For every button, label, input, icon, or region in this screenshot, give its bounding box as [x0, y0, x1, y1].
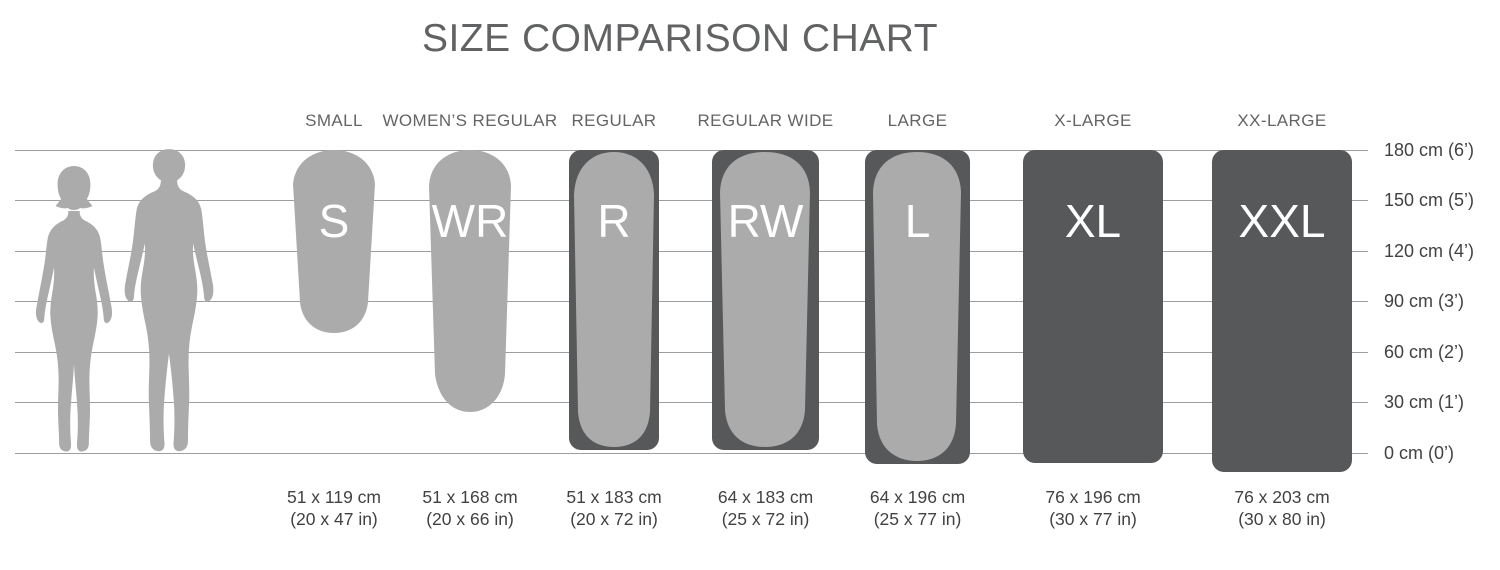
column-header: X-LARGE [1054, 111, 1132, 130]
size-dimensions: 76 x 196 cm (30 x 77 in) [1045, 486, 1140, 530]
axis-label-0cm: 0 cm (0’) [1384, 443, 1455, 463]
size-dimensions: 51 x 119 cm (20 x 47 in) [287, 486, 381, 530]
pad-rectangle [1023, 150, 1163, 463]
axis-label-60cm: 60 cm (2’) [1384, 342, 1465, 362]
size-column-small: SMALL S 51 x 119 cm (20 x 47 in) [287, 0, 381, 570]
size-dimensions: 51 x 183 cm (20 x 72 in) [566, 486, 661, 530]
gridline-180cm [15, 150, 1368, 151]
gridline-60cm [15, 352, 1368, 353]
dimensions-cm: 76 x 196 cm [1045, 487, 1141, 507]
size-column-regular: REGULAR R 51 x 183 cm (20 x 72 in) [566, 0, 661, 570]
dimensions-cm: 64 x 196 cm [869, 487, 966, 507]
size-column-womens-regular: WOMEN’S REGULAR WR 51 x 168 cm (20 x 66 … [382, 0, 557, 570]
dimensions-cm: 51 x 183 cm [566, 487, 662, 507]
sleeping-pad-shape-womens-regular: WR [426, 150, 514, 412]
size-column-large: LARGE L 64 x 196 cm (25 x 77 in) [865, 0, 970, 570]
size-abbreviation: RW [727, 195, 804, 247]
sleeping-pad-shape-regular-wide: RW [712, 150, 819, 450]
size-abbreviation: XL [1064, 195, 1122, 247]
size-dimensions: 64 x 183 cm (25 x 72 in) [718, 486, 813, 530]
column-header: REGULAR [571, 111, 657, 130]
axis-label-30cm: 30 cm (1’) [1384, 392, 1465, 412]
size-abbreviation: L [904, 195, 931, 247]
man-silhouette [123, 147, 215, 459]
sleeping-pad-shape-large: L [865, 150, 970, 464]
dimensions-cm: 51 x 119 cm [286, 487, 382, 507]
size-abbreviation: S [318, 195, 350, 247]
axis-label-150cm: 150 cm (5’) [1384, 190, 1475, 210]
sleeping-pad-shape-regular: R [569, 150, 659, 450]
dimensions-in: (30 x 77 in) [1049, 509, 1137, 529]
axis-label-90cm: 90 cm (3’) [1384, 291, 1465, 311]
size-column-xx-large: XX-LARGE XXL 76 x 203 cm (30 x 80 in) [1212, 0, 1352, 570]
column-header: REGULAR WIDE [697, 111, 834, 130]
size-dimensions: 64 x 196 cm (25 x 77 in) [870, 486, 965, 530]
column-header: WOMEN’S REGULAR [382, 111, 558, 130]
gridline-120cm [15, 251, 1368, 252]
dimensions-cm: 64 x 183 cm [717, 487, 814, 507]
axis-label-180cm: 180 cm (6’) [1384, 140, 1475, 160]
size-abbreviation: R [597, 195, 631, 247]
dimensions-in: (30 x 80 in) [1238, 509, 1326, 529]
axis-label-120cm: 120 cm (4’) [1384, 241, 1475, 261]
dimensions-in: (25 x 72 in) [721, 509, 810, 529]
size-dimensions: 51 x 168 cm (20 x 66 in) [422, 486, 517, 530]
gridline-30cm [15, 402, 1368, 403]
size-column-regular-wide: REGULAR WIDE RW 64 x 183 cm (25 x 72 in) [697, 0, 833, 570]
size-abbreviation: XXL [1238, 195, 1326, 247]
sleeping-pad-shape-x-large: XL [1023, 150, 1163, 463]
dimensions-cm: 51 x 168 cm [422, 487, 518, 507]
column-header: XX-LARGE [1237, 111, 1327, 130]
gridline-150cm [15, 200, 1368, 201]
dimensions-in: (25 x 77 in) [873, 509, 962, 529]
pad-rectangle [1212, 150, 1352, 472]
size-dimensions: 76 x 203 cm (30 x 80 in) [1234, 486, 1329, 530]
size-abbreviation: WR [431, 195, 509, 247]
gridline-90cm [15, 301, 1368, 302]
dimensions-in: (20 x 47 in) [290, 509, 378, 529]
woman-silhouette [33, 164, 115, 454]
page-title: SIZE COMPARISON CHART [421, 17, 939, 60]
column-header: LARGE [887, 111, 948, 130]
dimensions-in: (20 x 72 in) [570, 509, 658, 529]
column-header: SMALL [305, 111, 363, 130]
size-column-x-large: X-LARGE XL 76 x 196 cm (30 x 77 in) [1023, 0, 1163, 570]
dimensions-cm: 76 x 203 cm [1234, 487, 1330, 507]
sleeping-pad-shape-xx-large: XXL [1212, 150, 1352, 472]
dimensions-in: (20 x 66 in) [426, 509, 514, 529]
gridline-0cm [15, 453, 1368, 454]
sleeping-pad-shape-small: S [291, 150, 377, 333]
